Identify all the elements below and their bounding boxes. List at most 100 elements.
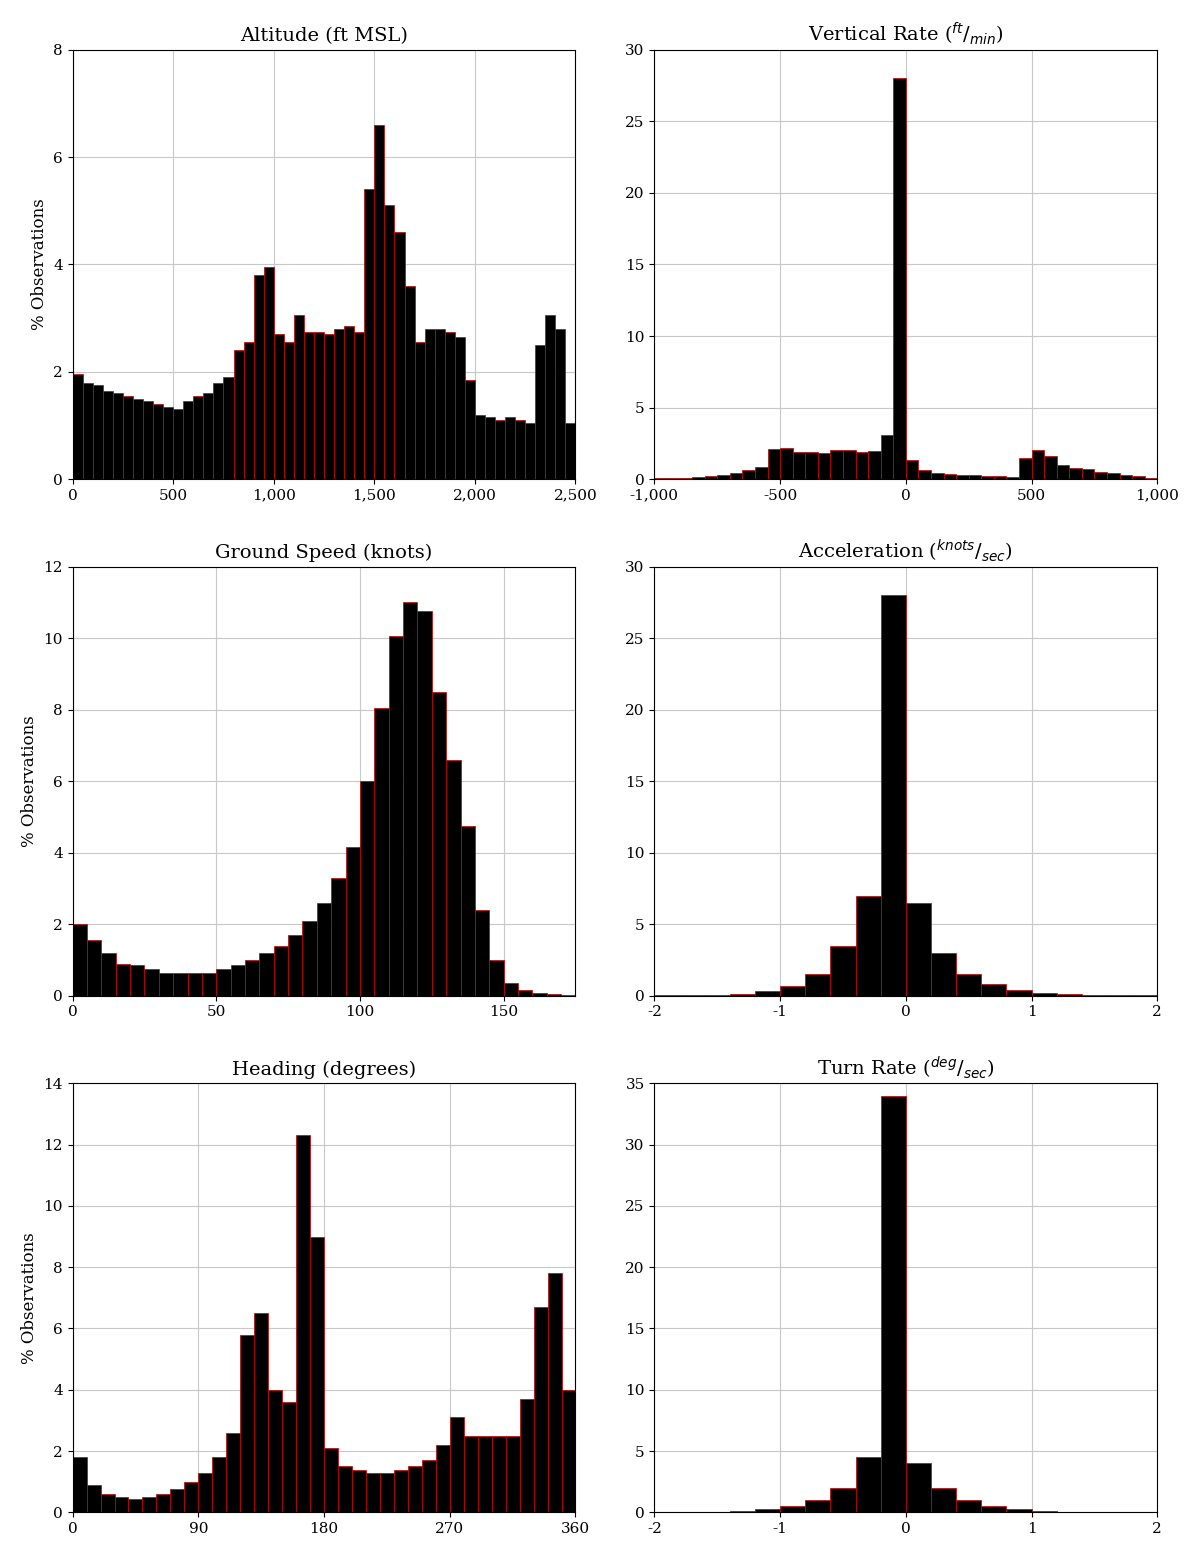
- Bar: [374, 125, 384, 480]
- Bar: [403, 603, 418, 996]
- Bar: [366, 1473, 380, 1512]
- Bar: [906, 903, 931, 996]
- Bar: [264, 268, 274, 480]
- Bar: [187, 973, 202, 996]
- Bar: [73, 925, 86, 996]
- Bar: [128, 1499, 143, 1512]
- Title: Turn Rate ($^{deg}/_{sec}$): Turn Rate ($^{deg}/_{sec}$): [817, 1054, 995, 1081]
- Bar: [101, 1495, 114, 1512]
- Bar: [982, 1506, 1007, 1512]
- Bar: [805, 1501, 830, 1512]
- Bar: [282, 1401, 296, 1512]
- Bar: [86, 940, 101, 996]
- Bar: [244, 343, 253, 480]
- Bar: [768, 448, 780, 480]
- Bar: [395, 232, 404, 480]
- Bar: [490, 961, 504, 996]
- Bar: [113, 394, 122, 480]
- Bar: [227, 1432, 240, 1512]
- Bar: [565, 424, 576, 480]
- Bar: [163, 406, 173, 480]
- Bar: [212, 1457, 227, 1512]
- Bar: [535, 346, 545, 480]
- Bar: [730, 993, 755, 996]
- Bar: [780, 448, 793, 480]
- Bar: [143, 1498, 156, 1512]
- Bar: [464, 380, 475, 480]
- Bar: [389, 637, 403, 996]
- Bar: [931, 1488, 956, 1512]
- Bar: [374, 708, 389, 996]
- Bar: [86, 1485, 101, 1512]
- Bar: [755, 992, 780, 996]
- Bar: [83, 383, 92, 480]
- Bar: [259, 953, 274, 996]
- Bar: [394, 1470, 408, 1512]
- Bar: [414, 343, 425, 480]
- Bar: [422, 1460, 436, 1512]
- Bar: [478, 1436, 492, 1512]
- Bar: [505, 417, 515, 480]
- Bar: [202, 973, 216, 996]
- Bar: [185, 1482, 198, 1512]
- Bar: [856, 895, 881, 996]
- Bar: [324, 335, 334, 480]
- Bar: [780, 1506, 805, 1512]
- Bar: [1081, 469, 1094, 480]
- Bar: [122, 395, 133, 480]
- Title: Vertical Rate ($^{ft}/_{min}$): Vertical Rate ($^{ft}/_{min}$): [808, 20, 1003, 47]
- Bar: [198, 1473, 212, 1512]
- Bar: [856, 452, 868, 480]
- Bar: [143, 402, 154, 480]
- Bar: [534, 1306, 547, 1512]
- Bar: [245, 961, 259, 996]
- Title: Altitude (ft MSL): Altitude (ft MSL): [240, 28, 408, 45]
- Bar: [518, 990, 533, 996]
- Bar: [114, 1498, 128, 1512]
- Bar: [234, 350, 244, 480]
- Bar: [302, 920, 317, 996]
- Bar: [268, 1390, 282, 1512]
- Bar: [1019, 458, 1032, 480]
- Bar: [130, 965, 144, 996]
- Bar: [805, 975, 830, 996]
- Title: Heading (degrees): Heading (degrees): [232, 1060, 416, 1079]
- Bar: [317, 903, 331, 996]
- Bar: [562, 1390, 576, 1512]
- Bar: [1057, 466, 1069, 480]
- Bar: [956, 1501, 982, 1512]
- Bar: [856, 1457, 881, 1512]
- Title: Ground Speed (knots): Ground Speed (knots): [216, 543, 433, 562]
- Bar: [101, 953, 115, 996]
- Bar: [1007, 990, 1032, 996]
- Bar: [404, 286, 414, 480]
- Bar: [445, 332, 455, 480]
- Bar: [906, 461, 918, 480]
- Bar: [274, 335, 284, 480]
- Bar: [868, 452, 881, 480]
- Bar: [520, 1400, 534, 1512]
- Bar: [817, 453, 830, 480]
- Bar: [718, 475, 730, 480]
- Bar: [284, 343, 294, 480]
- Bar: [334, 329, 344, 480]
- Bar: [214, 383, 223, 480]
- Y-axis label: % Observations: % Observations: [30, 199, 48, 330]
- Bar: [533, 993, 547, 996]
- Bar: [1032, 993, 1057, 996]
- Bar: [881, 595, 906, 996]
- Bar: [505, 1436, 520, 1512]
- Bar: [154, 403, 163, 480]
- Bar: [384, 206, 395, 480]
- Bar: [805, 452, 817, 480]
- Bar: [408, 1467, 422, 1512]
- Bar: [203, 394, 214, 480]
- Bar: [92, 385, 103, 480]
- Bar: [463, 1436, 478, 1512]
- Bar: [156, 1495, 170, 1512]
- Bar: [304, 332, 314, 480]
- Bar: [314, 332, 324, 480]
- Bar: [526, 424, 535, 480]
- Bar: [492, 1436, 505, 1512]
- Bar: [994, 476, 1007, 480]
